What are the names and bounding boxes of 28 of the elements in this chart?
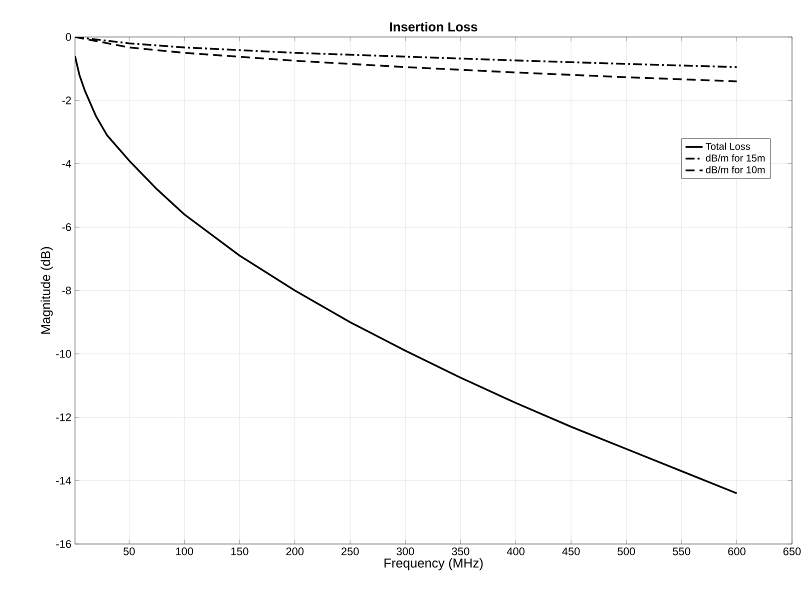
legend-label: Total Loss xyxy=(706,142,750,150)
x-tick-label: 150 xyxy=(231,548,248,556)
x-tick-label: 400 xyxy=(506,548,525,556)
x-tick-label: 100 xyxy=(176,548,194,556)
y-axis-title: Magnitude (dB) xyxy=(40,247,53,334)
legend-label: dB/m for 10m xyxy=(706,166,765,174)
y-tick-label: -10 xyxy=(56,350,72,358)
y-tick-label: -2 xyxy=(62,96,71,104)
chart-title: Insertion Loss xyxy=(390,22,478,32)
x-axis-title: Frequency (MHz) xyxy=(384,558,483,570)
y-tick-label: -8 xyxy=(62,286,71,294)
x-tick-label: 500 xyxy=(618,548,635,556)
y-tick-label: 0 xyxy=(66,33,72,41)
legend-label: dB/m for 15m xyxy=(706,154,765,162)
x-tick-label: 250 xyxy=(342,548,359,556)
x-tick-label: 450 xyxy=(562,548,580,556)
y-tick-label: -16 xyxy=(56,540,71,548)
y-tick-label: -12 xyxy=(56,413,71,422)
x-tick-label: 300 xyxy=(396,548,414,556)
y-tick-label: -4 xyxy=(62,160,72,168)
x-tick-label: 200 xyxy=(286,548,304,556)
x-tick-label: 600 xyxy=(728,548,746,556)
x-tick-label: 550 xyxy=(672,548,690,556)
y-tick-label: -14 xyxy=(56,476,72,484)
x-tick-label: 50 xyxy=(123,548,135,556)
x-tick-label: 650 xyxy=(783,548,801,556)
y-tick-label: -6 xyxy=(62,223,71,232)
x-tick-label: 350 xyxy=(452,548,470,556)
